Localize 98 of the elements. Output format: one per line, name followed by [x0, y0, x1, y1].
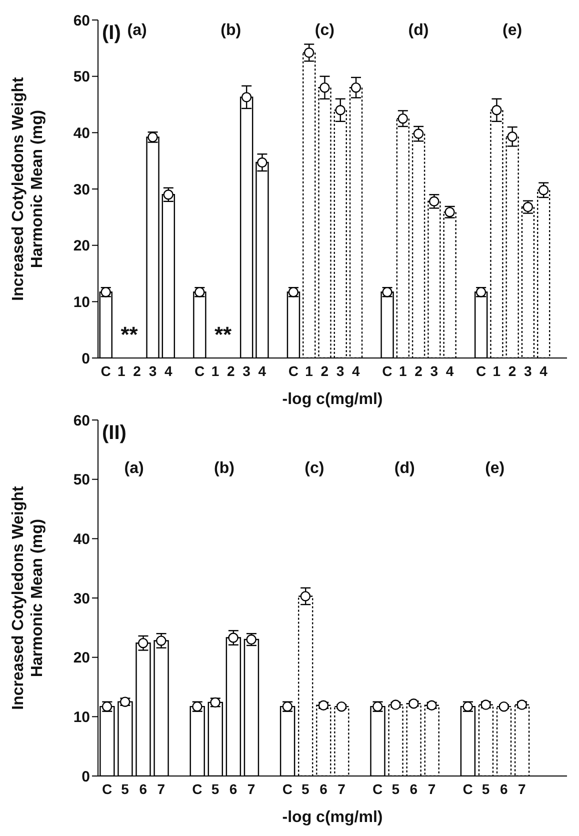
point: [228, 632, 238, 643]
x-tick-label: 4: [258, 362, 266, 379]
point: [408, 698, 419, 709]
x-tick-label: 1: [398, 362, 407, 379]
x-tick-label: 3: [524, 362, 532, 379]
x-tick-label: 2: [508, 362, 516, 379]
point: [492, 105, 502, 116]
annotation: (I): [102, 22, 121, 45]
point: [350, 82, 362, 93]
x-tick-label: 4: [446, 362, 454, 379]
x-tick-label: 3: [242, 362, 251, 379]
x-tick-label: C: [372, 780, 383, 797]
x-axis-title: -log c(mg/ml): [282, 809, 383, 826]
annotation: (d): [393, 460, 416, 478]
x-tick-label: C: [100, 362, 111, 379]
annotation: (b): [213, 460, 236, 478]
annotation: **: [214, 322, 233, 348]
y-tick-label: 20: [73, 650, 90, 667]
y-tick-label: 50: [73, 472, 90, 489]
y-tick-label: 20: [73, 238, 90, 255]
x-tick-label: 1: [211, 362, 220, 379]
x-tick-label: 5: [302, 780, 310, 797]
x-tick-label: 5: [482, 780, 490, 797]
annotation: (II): [102, 422, 126, 445]
x-tick-label: 7: [157, 780, 166, 797]
y-axis-title: Increased Cotyledons Weight Harmonic Mean (mg): [9, 77, 47, 301]
x-tick-label: 4: [352, 362, 360, 379]
x-tick-label: 7: [428, 780, 436, 797]
x-tick-label: 2: [226, 362, 235, 379]
point: [320, 82, 330, 93]
point: [300, 591, 311, 602]
x-tick-label: 5: [121, 780, 130, 797]
annotation: (a): [127, 22, 147, 39]
annotation: (c): [314, 22, 336, 40]
point: [257, 157, 268, 168]
point: [538, 185, 549, 196]
point: [498, 701, 509, 712]
x-tick-label: 6: [320, 780, 328, 797]
y-tick-label: 10: [73, 294, 90, 311]
point: [413, 128, 424, 139]
x-tick-label: 6: [500, 780, 508, 797]
annotation: (e): [502, 22, 524, 40]
y-tick-label: 60: [73, 12, 90, 30]
x-tick-label: C: [462, 780, 473, 797]
x-tick-label: 1: [118, 362, 126, 379]
x-tick-label: 7: [247, 780, 256, 797]
y-axis-title: Increased Cotyledons Weight Harmonic Mean (mg): [9, 486, 47, 710]
point: [398, 113, 408, 124]
y-tick-label: 40: [73, 530, 90, 548]
x-tick-label: 6: [229, 780, 238, 797]
y-tick-label: 0: [82, 768, 90, 786]
x-tick-label: 1: [305, 362, 314, 379]
x-tick-label: 6: [139, 780, 148, 797]
point: [429, 196, 440, 206]
point: [304, 48, 314, 58]
y-tick-label: 0: [82, 350, 90, 368]
point: [156, 636, 166, 646]
y-tick-label: 60: [73, 412, 90, 430]
x-tick-label: 4: [164, 362, 172, 379]
x-tick-label: C: [192, 780, 202, 797]
annotation: **: [120, 322, 139, 348]
x-tick-label: C: [288, 362, 298, 379]
x-tick-label: 1: [492, 362, 501, 379]
point: [241, 92, 252, 102]
x-tick-label: 5: [392, 780, 400, 797]
x-tick-label: 3: [336, 362, 344, 379]
point: [138, 638, 148, 648]
x-tick-label: 7: [518, 780, 526, 797]
x-axis-title: -log c(mg/ml): [282, 391, 383, 408]
x-tick-label: C: [382, 362, 392, 379]
x-tick-label: 2: [414, 362, 423, 379]
x-tick-label: C: [194, 362, 205, 379]
point: [336, 701, 347, 712]
x-tick-label: 2: [133, 362, 142, 379]
point: [335, 105, 346, 116]
point: [163, 190, 174, 200]
x-tick-label: 3: [148, 362, 157, 379]
x-tick-label: 3: [430, 362, 438, 379]
annotation: (a): [123, 460, 145, 478]
y-tick-label: 30: [73, 590, 90, 608]
y-tick-label: 50: [73, 68, 90, 86]
y-tick-label: 10: [73, 708, 90, 726]
annotation: (b): [220, 22, 242, 40]
annotation: (d): [407, 22, 430, 40]
annotation: (e): [484, 460, 506, 478]
x-tick-label: 7: [338, 780, 346, 797]
x-tick-label: 4: [540, 362, 548, 379]
x-tick-label: 6: [410, 780, 418, 797]
y-tick-label: 30: [73, 181, 90, 198]
x-tick-label: C: [282, 780, 292, 797]
point: [390, 700, 401, 710]
x-tick-label: 2: [320, 362, 329, 379]
annotation: (c): [304, 460, 326, 478]
x-tick-label: C: [102, 780, 112, 797]
x-tick-label: C: [476, 362, 486, 379]
y-tick-label: 40: [73, 124, 90, 142]
point: [507, 132, 518, 142]
x-tick-label: 5: [211, 780, 220, 797]
